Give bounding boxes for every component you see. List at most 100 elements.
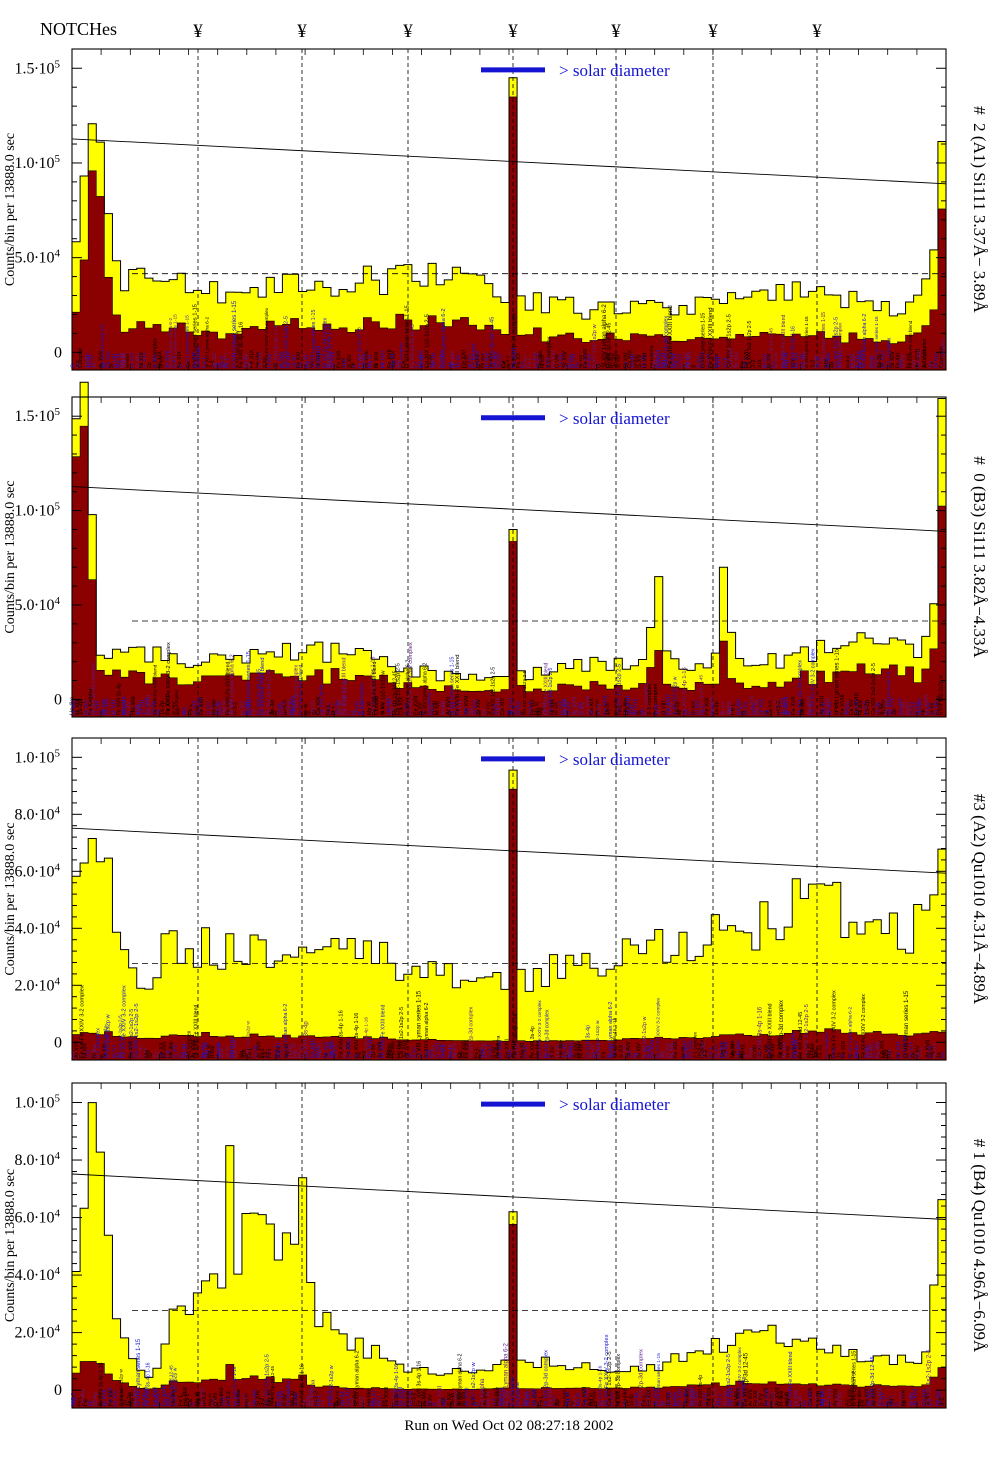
svg-text:Si XIV: Si XIV: [616, 354, 622, 368]
svg-text:1.0∙105: 1.0∙105: [15, 747, 61, 766]
svg-text:O VIII Lyman series 1-15: O VIII Lyman series 1-15: [415, 990, 422, 1058]
svg-text:O VIII: O VIII: [900, 354, 906, 368]
svg-text:Fe XXII: Fe XXII: [105, 698, 111, 715]
svg-text:Mg XI: Mg XI: [317, 1042, 323, 1058]
svg-text:Ar XVII: Ar XVII: [498, 1040, 504, 1058]
svg-text:Ni XIX: Ni XIX: [360, 700, 366, 715]
svg-text:He-like: He-like: [526, 1390, 532, 1406]
svg-text:Si XIV: Si XIV: [516, 1392, 521, 1406]
svg-text:Mg XI: Mg XI: [485, 1391, 491, 1406]
svg-text:0: 0: [54, 1382, 62, 1399]
svg-text:S: S: [555, 1402, 561, 1406]
svg-text:6.0∙104: 6.0∙104: [15, 861, 61, 880]
svg-text:n=3-2: n=3-2: [202, 1392, 208, 1406]
svg-text:¥: ¥: [508, 21, 518, 42]
svg-text:Fe XVIII-Fe XXIII blend: Fe XVIII-Fe XXIII blend: [153, 664, 159, 715]
svg-text:Ar XVII: Ar XVII: [774, 353, 780, 369]
svg-text:Fe XX-Fe XXIV 3-2 complex: Fe XX-Fe XXIV 3-2 complex: [811, 648, 817, 715]
svg-text:O: O: [179, 364, 185, 368]
svg-text:Fe XIX 2p-3d 12-45: Fe XIX 2p-3d 12-45: [798, 1012, 804, 1058]
svg-text:1.0∙105: 1.0∙105: [15, 501, 61, 520]
svg-text:Fe XXI: Fe XXI: [896, 1042, 902, 1058]
svg-text:He-like: He-like: [236, 1389, 242, 1406]
svg-text:Si XIV Lyman alpha 6-2: Si XIV Lyman alpha 6-2: [205, 317, 211, 368]
svg-text:Fe XVII: Fe XVII: [596, 1043, 601, 1058]
svg-text:Fe XX-Fe XXIV 3-2 complex: Fe XX-Fe XXIV 3-2 complex: [655, 997, 661, 1058]
svg-text:2.0∙104: 2.0∙104: [15, 975, 61, 994]
svg-text:Si XIV Lyman alpha 6-2: Si XIV Lyman alpha 6-2: [847, 1007, 853, 1058]
svg-text:Fe XVIII-Fe XXIII blend: Fe XVIII-Fe XXIII blend: [193, 1005, 199, 1058]
svg-text:Fe XVIII-Fe XXIII blend: Fe XVIII-Fe XXIII blend: [260, 657, 266, 715]
svg-text:He-like: He-like: [801, 698, 807, 715]
svg-text:O VIII: O VIII: [643, 352, 649, 368]
svg-text:Ca XIX: Ca XIX: [768, 699, 773, 715]
svg-text:Fe XIX: Fe XIX: [678, 354, 683, 368]
svg-text:1.0∙105: 1.0∙105: [15, 153, 61, 172]
svg-text:S XV: S XV: [918, 1046, 924, 1058]
svg-text:1s-2p: 1s-2p: [714, 701, 720, 715]
svg-text:¥: ¥: [297, 21, 307, 42]
svg-text:Ca XIX: Ca XIX: [500, 698, 506, 715]
svg-text:S XV 1s2-1s2p w: S XV 1s2-1s2p w: [471, 1361, 477, 1406]
svg-text:S XV: S XV: [276, 1046, 282, 1058]
svg-text:4.0∙104: 4.0∙104: [15, 918, 61, 937]
svg-text:Ca XIX 1s2-1s2p 2-5: Ca XIX 1s2-1s2p 2-5: [926, 1349, 933, 1406]
svg-text:8.0∙104: 8.0∙104: [15, 804, 61, 823]
svg-text:8.0∙104: 8.0∙104: [15, 1150, 61, 1169]
svg-text:> solar diameter: > solar diameter: [559, 409, 670, 428]
svg-text:5.0∙104: 5.0∙104: [15, 248, 61, 267]
svg-text:1s-2p: 1s-2p: [865, 699, 871, 715]
svg-text:Counts/bin per 13888.0 sec: Counts/bin per 13888.0 sec: [3, 822, 18, 975]
svg-text:XVII: XVII: [717, 356, 723, 368]
svg-text:Si XIV Lyman alpha 6-2: Si XIV Lyman alpha 6-2: [862, 314, 868, 368]
svg-text:O VIII Lyman series 1-15: O VIII Lyman series 1-15: [184, 315, 190, 368]
svg-text:4.0∙104: 4.0∙104: [15, 1265, 61, 1284]
svg-text:1.5∙105: 1.5∙105: [15, 58, 61, 77]
svg-text:Ni: Ni: [901, 1400, 908, 1406]
svg-text:0: 0: [54, 691, 62, 708]
svg-text:Fe: Fe: [941, 1052, 947, 1058]
svg-text:Comptel: Comptel: [78, 348, 84, 368]
svg-text:Fe XVII 3s-4p 1-16: Fe XVII 3s-4p 1-16: [612, 1017, 618, 1058]
svg-text:> solar diameter: > solar diameter: [559, 750, 670, 769]
svg-text:Fe L: Fe L: [227, 1396, 232, 1406]
svg-text:Ni XIX: Ni XIX: [609, 1392, 615, 1406]
svg-text:1s: 1s: [606, 709, 612, 715]
svg-text:XIX: XIX: [888, 1049, 894, 1058]
svg-text:Fe XVII 3s-4p 1-16: Fe XVII 3s-4p 1-16: [682, 667, 688, 715]
svg-text:Fe XX-Fe XXIV 3-2 complex: Fe XX-Fe XXIV 3-2 complex: [537, 1000, 542, 1058]
svg-text:Fe XVIII-Fe XXIII blend: Fe XVIII-Fe XXIII blend: [708, 307, 714, 368]
svg-text:Counts/bin per 13888.0 sec: Counts/bin per 13888.0 sec: [3, 1169, 18, 1322]
svg-text:#3 (A2) Qu1010 4.31Å−4.89Å: #3 (A2) Qu1010 4.31Å−4.89Å: [970, 794, 989, 1005]
svg-text:S XV 1s2-1s2p w: S XV 1s2-1s2p w: [939, 675, 945, 715]
svg-text:Ni XIX: Ni XIX: [113, 1390, 119, 1406]
svg-text:Fe XIX 2p-3d 12-45: Fe XIX 2p-3d 12-45: [270, 1365, 275, 1406]
svg-text:Ca XIX: Ca XIX: [838, 1390, 843, 1406]
svg-text:3-2: 3-2: [928, 1399, 933, 1406]
svg-text:S XV: S XV: [173, 1044, 179, 1058]
svg-text:XIX: XIX: [175, 706, 181, 715]
svg-text:Fe XVII: Fe XVII: [791, 696, 797, 715]
svg-text:2p: 2p: [661, 1400, 666, 1406]
svg-text:Fe XXII: Fe XXII: [199, 697, 205, 715]
svg-text:Ca: Ca: [186, 361, 192, 368]
svg-text:6.0∙104: 6.0∙104: [15, 1208, 61, 1227]
svg-text:S XV 1s2-1s2p w: S XV 1s2-1s2p w: [105, 1013, 111, 1058]
svg-text:Fe XX: Fe XX: [818, 1044, 824, 1058]
svg-text:Ni XIX: Ni XIX: [441, 701, 446, 715]
svg-text:n=3-2: n=3-2: [717, 1393, 723, 1406]
svg-text:H-like: H-like: [267, 353, 273, 368]
svg-text:O VIII: O VIII: [213, 1393, 219, 1406]
svg-text:¥: ¥: [812, 21, 822, 42]
svg-text:Fe XVII 3s-4p 1-16: Fe XVII 3s-4p 1-16: [146, 1362, 152, 1406]
svg-text:2p: 2p: [418, 1052, 424, 1058]
svg-text:# 2 (A1) Si111 3.37Å− 3.89Å: # 2 (A1) Si111 3.37Å− 3.89Å: [970, 106, 989, 313]
svg-text:2-1 complex: 2-1 complex: [824, 1032, 829, 1058]
svg-text:Ca: Ca: [320, 1400, 325, 1406]
svg-text:Mg XI: Mg XI: [784, 352, 790, 368]
svg-text:Fe XIX: Fe XIX: [647, 1389, 653, 1406]
svg-text:Ar XVII: Ar XVII: [465, 1387, 471, 1406]
svg-text:Fe XIX: Fe XIX: [673, 1041, 679, 1058]
svg-text:Ca XIX 1s2-1s2p 2-5: Ca XIX 1s2-1s2p 2-5: [100, 324, 105, 368]
svg-text:O VIII Lyman series 1-15: O VIII Lyman series 1-15: [804, 316, 809, 368]
